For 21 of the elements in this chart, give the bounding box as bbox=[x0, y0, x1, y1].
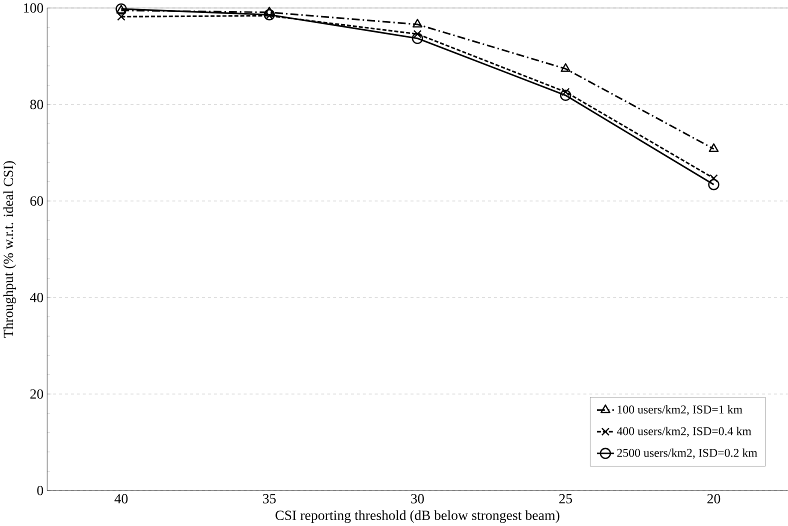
point bbox=[560, 63, 571, 72]
point bbox=[412, 18, 422, 28]
point bbox=[560, 90, 572, 101]
x-tick-label: 40 bbox=[114, 494, 128, 504]
legend-label: 2500 users/km2, ISD=0.2 km bbox=[617, 448, 758, 459]
x-tick-label: 20 bbox=[707, 494, 720, 504]
x-tick-label: 35 bbox=[263, 494, 276, 504]
y-tick-label: 40 bbox=[30, 292, 44, 302]
y-tick-label: 0 bbox=[37, 486, 44, 496]
legend-label: 400 users/km2, ISD=0.4 km bbox=[616, 426, 752, 437]
y-tick-label: 100 bbox=[24, 3, 44, 13]
point bbox=[412, 32, 424, 44]
point bbox=[708, 143, 719, 152]
x-tick-label: 30 bbox=[411, 494, 424, 504]
y-tick-label: 20 bbox=[30, 389, 44, 399]
x-tick-label: 25 bbox=[559, 494, 572, 504]
y-axis-title: Throughput (% w.r.t. ideal CSI) bbox=[3, 161, 16, 338]
y-tick-label: 80 bbox=[30, 100, 44, 110]
legend-label: 100 users/km2, ISD=1 km bbox=[618, 405, 742, 416]
x-axis-title: CSI reporting threshold (dB below strongest beam) bbox=[276, 510, 560, 523]
y-tick-label: 60 bbox=[30, 196, 44, 206]
